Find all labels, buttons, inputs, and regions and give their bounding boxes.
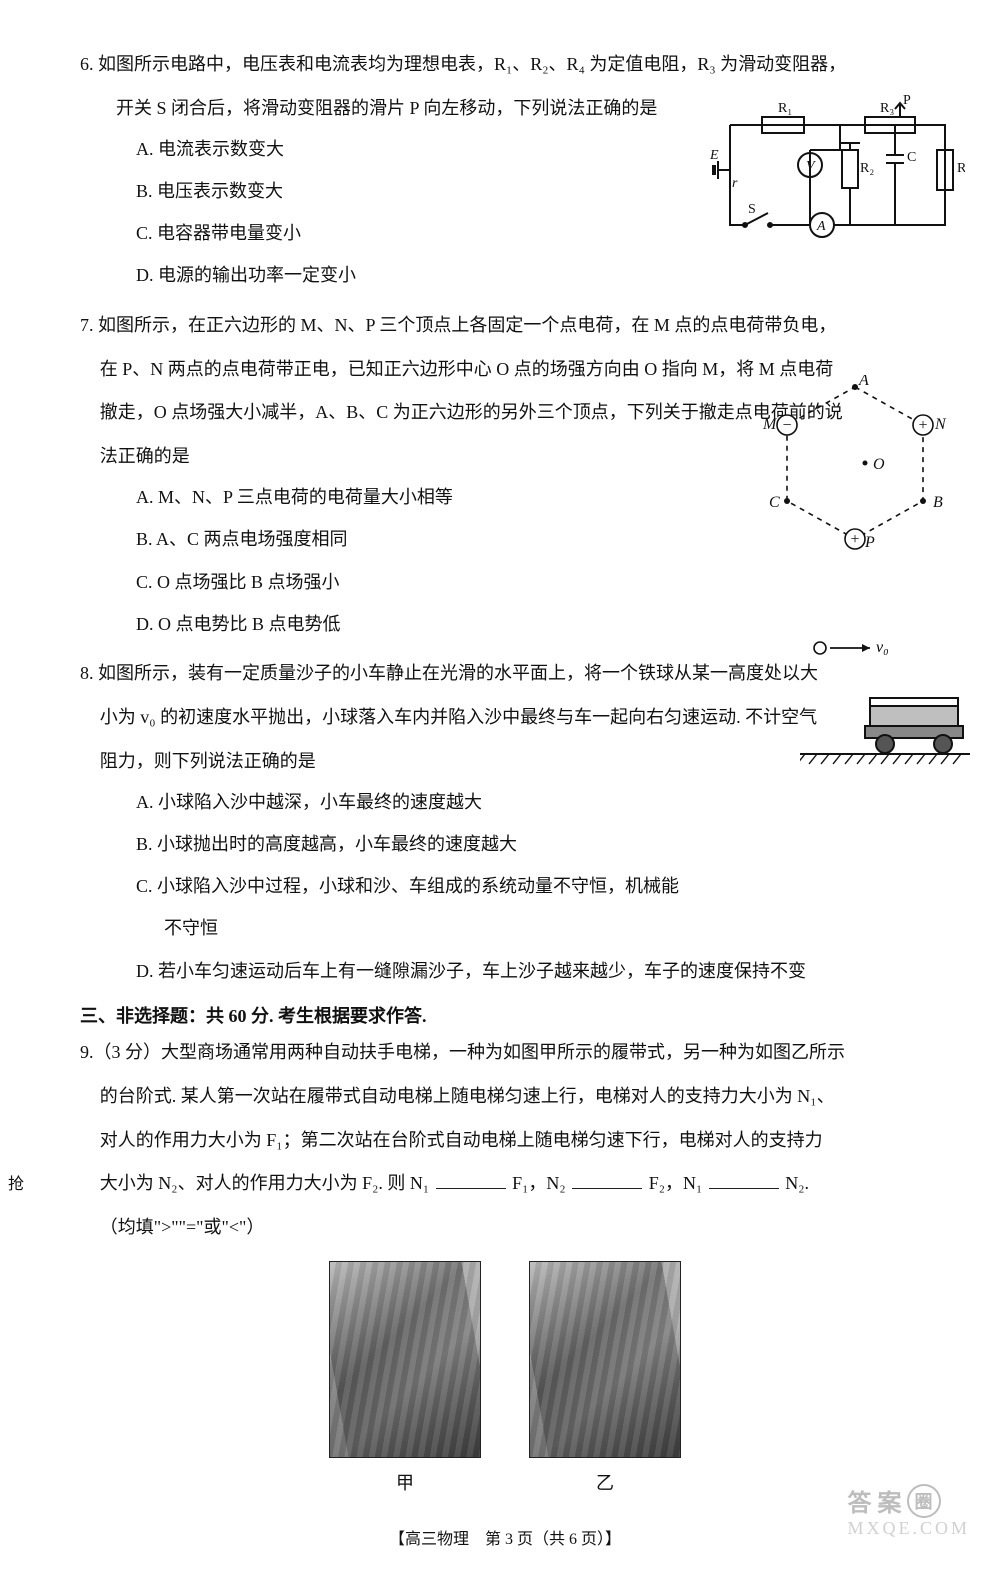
q9-photo-right bbox=[529, 1261, 681, 1458]
q9-blank-2[interactable] bbox=[572, 1170, 642, 1189]
svg-text:E: E bbox=[710, 148, 719, 163]
svg-text:P: P bbox=[903, 95, 911, 108]
page-footer: 【高三物理 第 3 页（共 6 页）】 bbox=[80, 1525, 930, 1549]
q7-stem-line1: 7. 如图所示，在正六边形的 M、N、P 三个顶点上各固定一个点电荷，在 M 点… bbox=[80, 307, 930, 345]
q9-figures: 甲 乙 bbox=[80, 1261, 930, 1495]
svg-text:P: P bbox=[864, 534, 875, 550]
q9-caption-right: 乙 bbox=[529, 1469, 681, 1495]
q8-cart-icon: v₀ bbox=[800, 636, 970, 766]
svg-text:C: C bbox=[769, 494, 780, 511]
svg-text:A: A bbox=[816, 219, 826, 234]
svg-text:B: B bbox=[933, 494, 943, 511]
svg-text:+: + bbox=[850, 531, 859, 548]
q9-l4-mid2: F₂，N₁ bbox=[644, 1173, 707, 1193]
q9-stem-line3: 对人的作用力大小为 F₁；第二次站在台阶式自动电梯上随电梯匀速下行，电梯对人的支… bbox=[80, 1122, 930, 1160]
q9-blank-1[interactable] bbox=[436, 1170, 506, 1189]
svg-text:S: S bbox=[748, 202, 756, 217]
q8-option-b: B. 小球抛出时的高度越高，小车最终的速度越大 bbox=[136, 823, 930, 865]
q8-option-c: C. 小球陷入沙中过程，小球和沙、车组成的系统动量不守恒，机械能 bbox=[136, 865, 930, 907]
svg-text:r: r bbox=[732, 176, 738, 191]
svg-text:C: C bbox=[907, 150, 916, 165]
svg-text:v₀: v₀ bbox=[876, 639, 889, 656]
q9-l4-mid1: F₁，N₂ bbox=[508, 1173, 571, 1193]
watermark: 答 案 圈 MXQE.COM bbox=[847, 1483, 970, 1539]
svg-text:R₄: R₄ bbox=[957, 161, 965, 176]
q9-caption-left: 甲 bbox=[329, 1469, 481, 1495]
q8-option-a: A. 小球陷入沙中越深，小车最终的速度越大 bbox=[136, 781, 930, 823]
svg-text:O: O bbox=[873, 456, 885, 473]
q9-stem-line4: 大小为 N₂、对人的作用力大小为 F₂. 则 N₁ F₁，N₂ F₂，N₁ N₂… bbox=[80, 1165, 930, 1203]
svg-text:+: + bbox=[918, 417, 927, 434]
q9-photo-left bbox=[329, 1261, 481, 1458]
svg-text:R₁: R₁ bbox=[778, 101, 792, 116]
svg-text:V: V bbox=[806, 159, 816, 174]
q9-l4-post: N₂. bbox=[781, 1173, 809, 1193]
section3-title: 三、非选择题：共 60 分. 考生根据要求作答. bbox=[80, 1002, 930, 1028]
q7-option-c: C. O 点场强比 B 点场强小 bbox=[136, 561, 930, 603]
q9-stem-line1: 9.（3 分）大型商场通常用两种自动扶手电梯，一种为如图甲所示的履带式，另一种为… bbox=[80, 1034, 930, 1072]
q6-option-d: D. 电源的输出功率一定变小 bbox=[136, 254, 930, 296]
q9-l4-pre: 大小为 N₂、对人的作用力大小为 F₂. 则 N₁ bbox=[100, 1173, 434, 1193]
svg-text:N: N bbox=[934, 416, 947, 433]
margin-char: 抢 bbox=[8, 1170, 24, 1194]
svg-text:R₂: R₂ bbox=[860, 161, 874, 176]
q9-blank-3[interactable] bbox=[709, 1170, 779, 1189]
q9-stem-line5: （均填">""="或"<"） bbox=[80, 1209, 930, 1247]
svg-text:M: M bbox=[762, 416, 778, 433]
svg-text:−: − bbox=[782, 417, 791, 434]
q6-stem-line1: 6. 如图所示电路中，电压表和电流表均为理想电表，R₁、R₂、R₄ 为定值电阻，… bbox=[80, 46, 930, 84]
q8-option-c-cont: 不守恒 bbox=[136, 907, 930, 949]
svg-text:R₃: R₃ bbox=[880, 101, 894, 116]
q7-hexagon-icon: − + + A N B P C M O bbox=[755, 375, 955, 550]
q6-circuit-icon: R₁ R₃ P R₂ R₄ C V A S E r bbox=[710, 95, 965, 260]
q8-options: A. 小球陷入沙中越深，小车最终的速度越大 B. 小球抛出时的高度越高，小车最终… bbox=[136, 781, 930, 992]
q8-option-d: D. 若小车匀速运动后车上有一缝隙漏沙子，车上沙子越来越少，车子的速度保持不变 bbox=[136, 950, 930, 992]
q9-stem-line2: 的台阶式. 某人第一次站在履带式自动电梯上随电梯匀速上行，电梯对人的支持力大小为… bbox=[80, 1078, 930, 1116]
svg-text:A: A bbox=[858, 375, 869, 389]
watermark-circle-icon: 圈 bbox=[907, 1484, 941, 1518]
